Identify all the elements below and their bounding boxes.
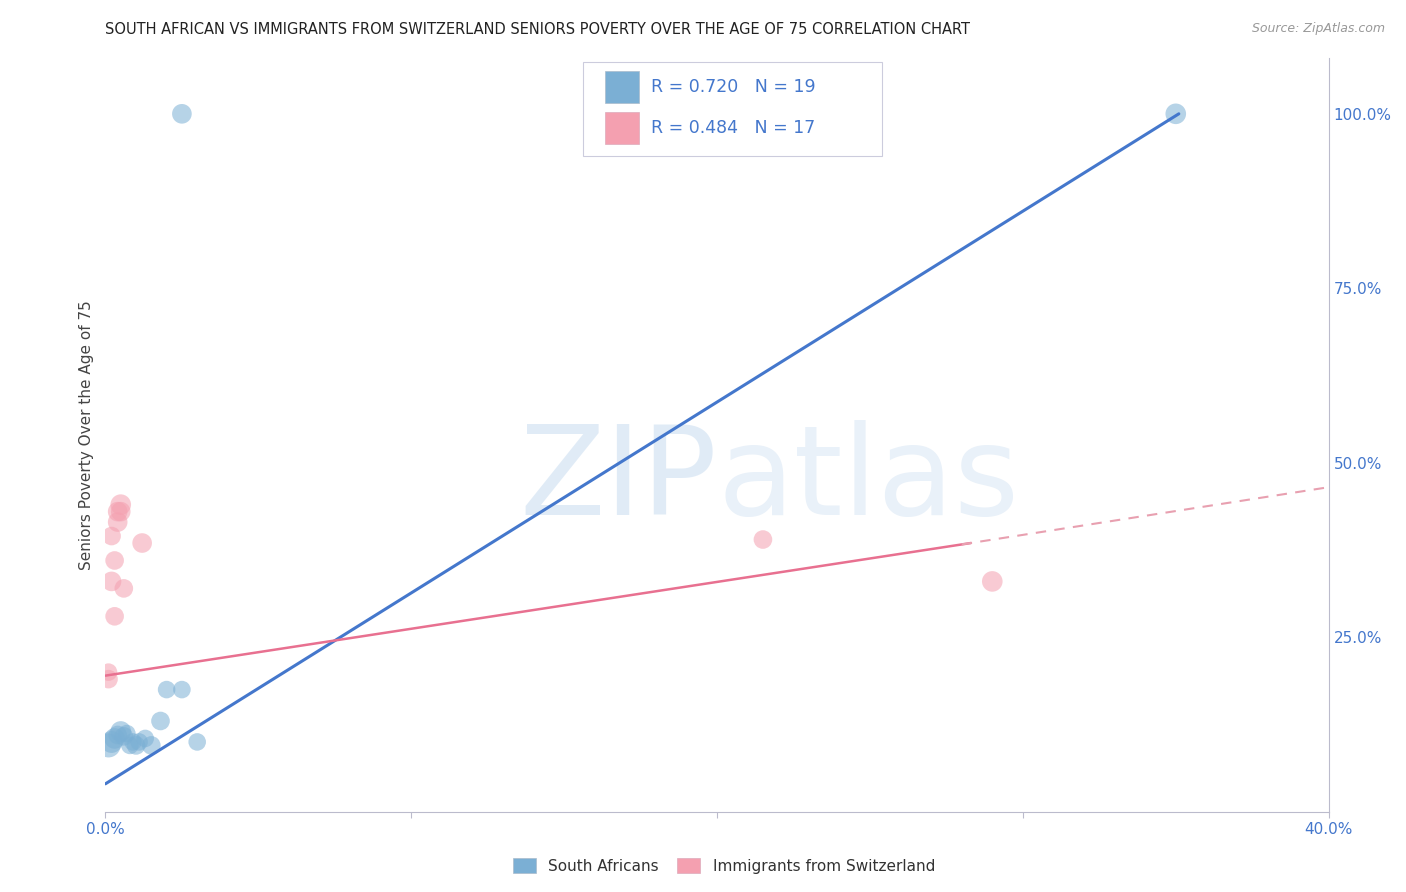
Point [104, 553, 127, 567]
Point [134, 731, 156, 746]
Point [104, 731, 127, 746]
Point [131, 536, 153, 550]
Point [112, 582, 135, 596]
Point [141, 739, 163, 753]
Point [118, 739, 141, 753]
Text: R = 0.720   N = 19: R = 0.720 N = 19 [651, 78, 815, 96]
Point [110, 505, 132, 519]
Text: Source: ZipAtlas.com: Source: ZipAtlas.com [1251, 22, 1385, 36]
Point [1164, 107, 1187, 121]
Legend: South Africans, Immigrants from Switzerland: South Africans, Immigrants from Switzerl… [508, 852, 941, 880]
Point [110, 724, 132, 739]
Point [107, 728, 129, 742]
Point [170, 682, 193, 697]
Point [100, 529, 122, 543]
Point [186, 735, 208, 749]
Point [97, 665, 120, 680]
Point [752, 533, 775, 547]
Point [112, 730, 135, 744]
Point [125, 739, 148, 753]
Point [107, 505, 129, 519]
Point [110, 498, 132, 512]
Text: atlas: atlas [717, 419, 1019, 541]
Text: SOUTH AFRICAN VS IMMIGRANTS FROM SWITZERLAND SENIORS POVERTY OVER THE AGE OF 75 : SOUTH AFRICAN VS IMMIGRANTS FROM SWITZER… [105, 22, 970, 37]
Y-axis label: Seniors Poverty Over the Age of 75: Seniors Poverty Over the Age of 75 [79, 300, 94, 570]
FancyBboxPatch shape [582, 62, 882, 156]
Point [122, 735, 145, 749]
Point [149, 714, 172, 728]
Point [100, 574, 122, 589]
Point [128, 735, 150, 749]
Point [97, 672, 120, 686]
Point [155, 682, 177, 697]
Point [104, 609, 127, 624]
Point [170, 107, 193, 121]
FancyBboxPatch shape [605, 71, 638, 103]
Point [100, 735, 122, 749]
Text: ZIP: ZIP [519, 419, 717, 541]
FancyBboxPatch shape [605, 112, 638, 144]
Point [115, 726, 138, 740]
Point [107, 515, 129, 529]
Point [981, 574, 1004, 589]
Point [97, 739, 120, 753]
Text: R = 0.484   N = 17: R = 0.484 N = 17 [651, 119, 815, 136]
